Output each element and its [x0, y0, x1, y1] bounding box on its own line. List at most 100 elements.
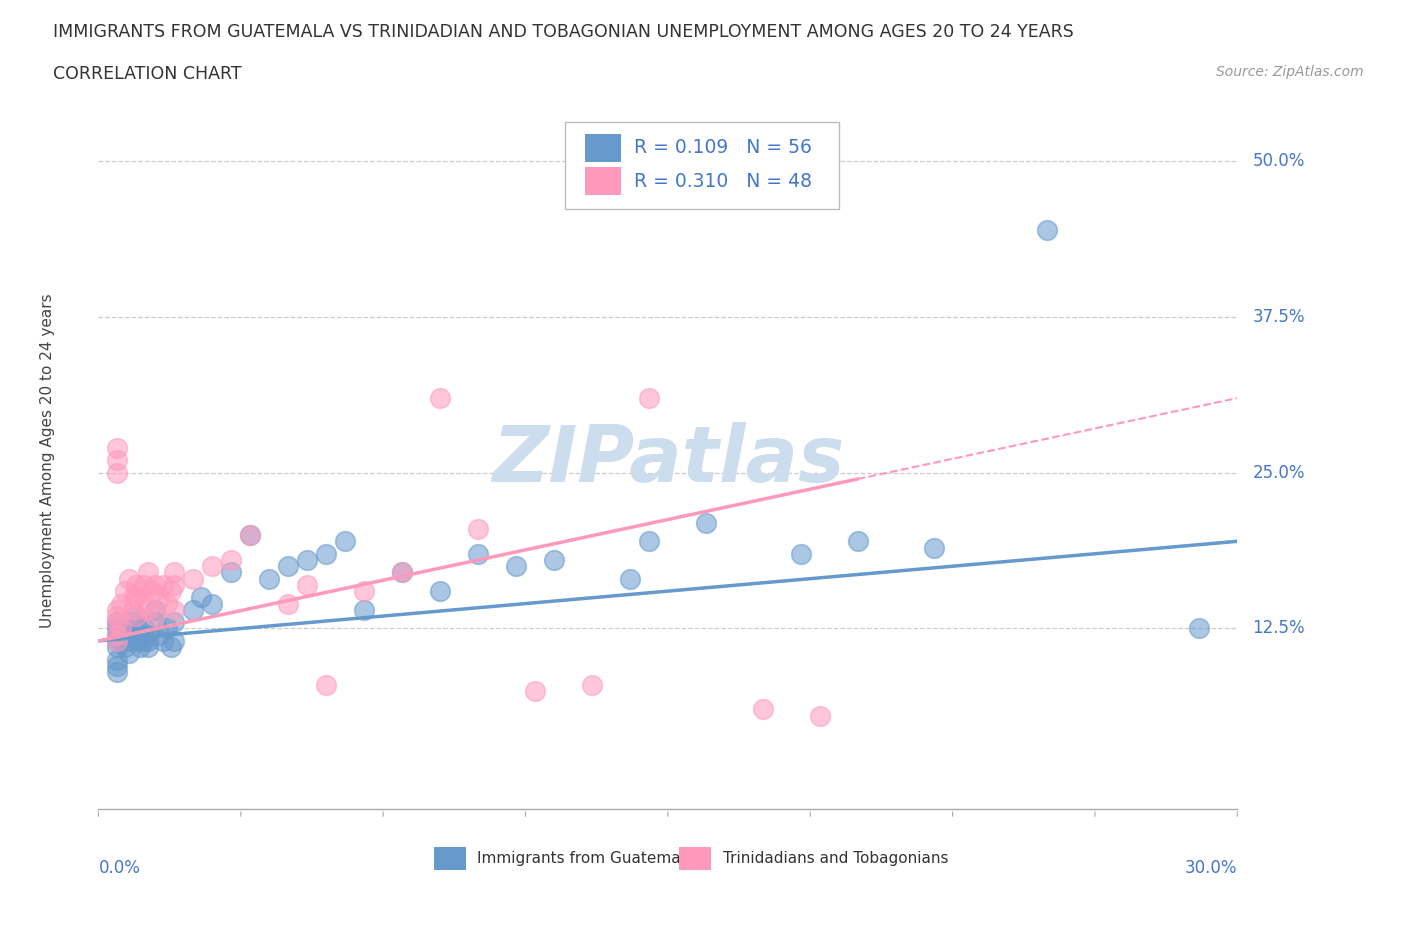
- Point: [183, 603, 205, 618]
- Point: [107, 665, 129, 680]
- Point: [808, 709, 831, 724]
- Point: [107, 640, 129, 655]
- Text: 30.0%: 30.0%: [1185, 859, 1237, 877]
- Point: [353, 584, 375, 599]
- Point: [156, 621, 179, 636]
- Point: [132, 621, 155, 636]
- Point: [107, 633, 129, 648]
- Point: [132, 596, 155, 611]
- Point: [239, 527, 262, 542]
- Point: [201, 559, 224, 574]
- Point: [846, 534, 869, 549]
- Text: 25.0%: 25.0%: [1253, 464, 1305, 482]
- Point: [145, 603, 167, 618]
- Point: [121, 628, 143, 643]
- Point: [695, 515, 717, 530]
- Point: [315, 677, 337, 692]
- Point: [163, 578, 186, 592]
- Point: [524, 684, 547, 698]
- Bar: [679, 847, 711, 870]
- Point: [129, 628, 152, 643]
- Text: CORRELATION CHART: CORRELATION CHART: [53, 65, 242, 83]
- Point: [221, 552, 243, 567]
- Point: [121, 590, 143, 604]
- Point: [790, 546, 813, 561]
- Point: [148, 590, 170, 604]
- Point: [136, 603, 159, 618]
- Point: [315, 546, 337, 561]
- Point: [107, 615, 129, 630]
- Point: [107, 633, 129, 648]
- Point: [163, 603, 186, 618]
- Point: [183, 571, 205, 586]
- Point: [107, 608, 129, 623]
- Point: [277, 596, 299, 611]
- Point: [259, 571, 281, 586]
- Point: [136, 640, 159, 655]
- Point: [136, 565, 159, 580]
- Point: [190, 590, 212, 604]
- FancyBboxPatch shape: [565, 122, 839, 209]
- Point: [638, 391, 661, 405]
- Point: [145, 608, 167, 623]
- Point: [107, 628, 129, 643]
- Point: [107, 652, 129, 667]
- Point: [141, 584, 163, 599]
- Point: [163, 633, 186, 648]
- Point: [297, 552, 319, 567]
- Point: [467, 546, 489, 561]
- Point: [638, 534, 661, 549]
- Text: IMMIGRANTS FROM GUATEMALA VS TRINIDADIAN AND TOBAGONIAN UNEMPLOYMENT AMONG AGES : IMMIGRANTS FROM GUATEMALA VS TRINIDADIAN…: [53, 23, 1074, 41]
- Point: [297, 578, 319, 592]
- Point: [163, 615, 186, 630]
- Bar: [585, 134, 621, 162]
- Point: [114, 628, 136, 643]
- Point: [118, 633, 141, 648]
- Point: [148, 628, 170, 643]
- Point: [121, 603, 143, 618]
- Point: [1036, 222, 1059, 237]
- Point: [121, 615, 143, 630]
- Point: [277, 559, 299, 574]
- Bar: [585, 167, 621, 195]
- Point: [129, 584, 152, 599]
- Point: [505, 559, 527, 574]
- Point: [125, 578, 148, 592]
- Text: R = 0.310   N = 48: R = 0.310 N = 48: [634, 172, 811, 191]
- Point: [353, 603, 375, 618]
- Point: [125, 608, 148, 623]
- Point: [107, 628, 129, 643]
- Point: [543, 552, 565, 567]
- Point: [132, 633, 155, 648]
- Text: Source: ZipAtlas.com: Source: ZipAtlas.com: [1216, 65, 1364, 79]
- Point: [467, 522, 489, 537]
- Point: [335, 534, 357, 549]
- Point: [118, 646, 141, 661]
- Point: [110, 596, 132, 611]
- Point: [619, 571, 641, 586]
- Point: [125, 590, 148, 604]
- Point: [429, 584, 451, 599]
- Point: [152, 633, 174, 648]
- Point: [922, 540, 945, 555]
- Point: [391, 565, 413, 580]
- Point: [221, 565, 243, 580]
- Point: [136, 633, 159, 648]
- Point: [136, 628, 159, 643]
- Point: [145, 578, 167, 592]
- Point: [201, 596, 224, 611]
- Text: 0.0%: 0.0%: [98, 859, 141, 877]
- Point: [163, 565, 186, 580]
- Text: Immigrants from Guatemala: Immigrants from Guatemala: [477, 851, 693, 866]
- Point: [581, 677, 603, 692]
- Text: ZIPatlas: ZIPatlas: [492, 422, 844, 498]
- Point: [752, 702, 775, 717]
- Point: [114, 640, 136, 655]
- Point: [107, 603, 129, 618]
- Point: [159, 584, 181, 599]
- Point: [110, 621, 132, 636]
- Point: [107, 658, 129, 673]
- Point: [429, 391, 451, 405]
- Text: 37.5%: 37.5%: [1253, 308, 1305, 326]
- Text: R = 0.109   N = 56: R = 0.109 N = 56: [634, 139, 811, 157]
